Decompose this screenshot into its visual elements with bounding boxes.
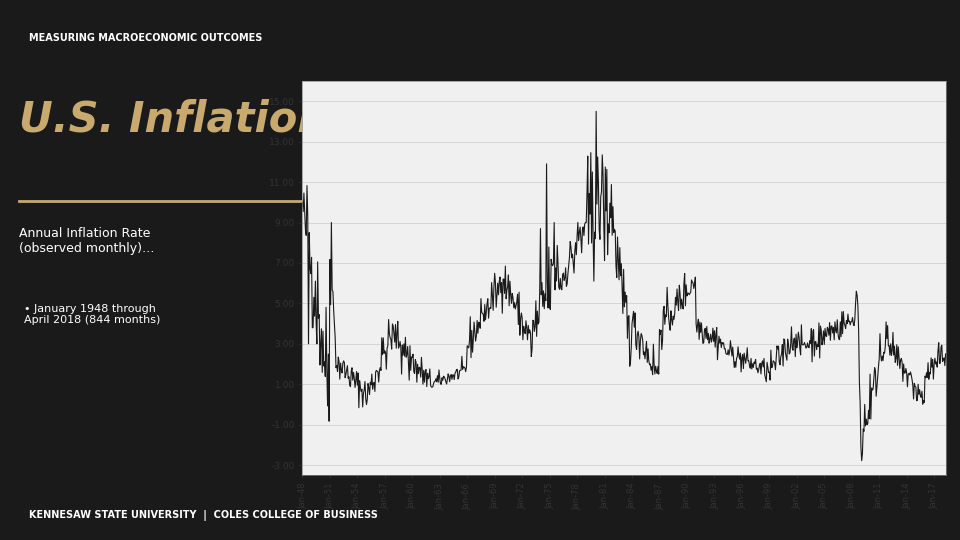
Text: U.S. Inflation Rate Post WW-II: U.S. Inflation Rate Post WW-II bbox=[19, 99, 721, 141]
Text: Annual Inflation Rate
(observed monthly)…: Annual Inflation Rate (observed monthly)… bbox=[19, 227, 155, 255]
Text: • January 1948 through
April 2018 (844 months): • January 1948 through April 2018 (844 m… bbox=[24, 303, 160, 325]
Text: MEASURING MACROECONOMIC OUTCOMES: MEASURING MACROECONOMIC OUTCOMES bbox=[29, 33, 262, 43]
Text: KENNESAW STATE UNIVERSITY  |  COLES COLLEGE OF BUSINESS: KENNESAW STATE UNIVERSITY | COLES COLLEG… bbox=[29, 510, 377, 521]
